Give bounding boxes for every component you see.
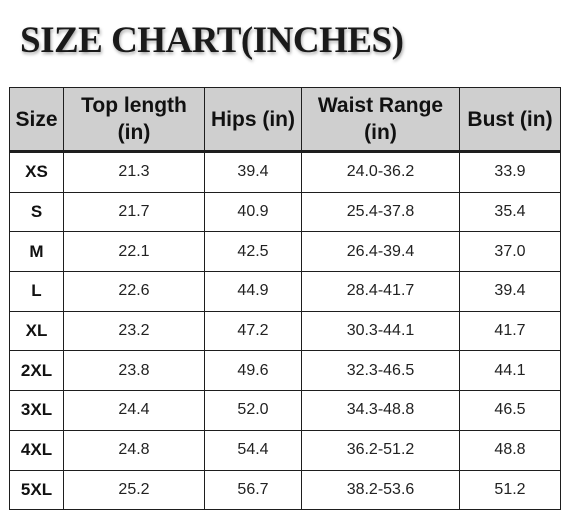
header-waist-range-unit: (in) xyxy=(364,121,397,144)
waist-range-cell: 36.2-51.2 xyxy=(301,429,460,471)
table-body: XS 21.3 39.4 24.0-36.2 33.9 S 21.7 40.9 … xyxy=(9,150,561,511)
top-length-cell: 21.7 xyxy=(63,191,205,233)
waist-range-cell: 28.4-41.7 xyxy=(301,271,460,312)
table-row: 2XL 23.8 49.6 32.3-46.5 44.1 xyxy=(9,350,561,392)
top-length-cell: 24.8 xyxy=(63,429,205,471)
bust-cell: 37.0 xyxy=(459,231,561,273)
size-cell: 4XL xyxy=(9,429,64,471)
size-cell: L xyxy=(9,271,64,312)
bust-cell: 48.8 xyxy=(459,429,561,471)
table-row: XL 23.2 47.2 30.3-44.1 41.7 xyxy=(9,310,561,352)
header-bust-label: Bust (in) xyxy=(467,107,553,131)
top-length-cell: 22.6 xyxy=(63,271,205,312)
size-cell: 3XL xyxy=(9,390,64,431)
top-length-cell: 23.8 xyxy=(63,350,205,392)
top-length-cell: 22.1 xyxy=(63,231,205,273)
table-row: S 21.7 40.9 25.4-37.8 35.4 xyxy=(9,191,561,233)
header-size-label: Size xyxy=(15,107,58,131)
hips-cell: 49.6 xyxy=(204,350,302,392)
bust-cell: 44.1 xyxy=(459,350,561,392)
size-cell: XL xyxy=(9,310,64,352)
table-row: 4XL 24.8 54.4 36.2-51.2 48.8 xyxy=(9,429,561,471)
header-row: Size Top length (in) Hips (in) Waist Ran… xyxy=(9,87,561,152)
header-waist-range: Waist Range (in) xyxy=(301,87,460,152)
header-size: Size xyxy=(9,87,64,152)
top-length-cell: 23.2 xyxy=(63,310,205,352)
waist-range-cell: 32.3-46.5 xyxy=(301,350,460,392)
waist-range-cell: 24.0-36.2 xyxy=(301,150,460,193)
bust-cell: 41.7 xyxy=(459,310,561,352)
table-row: 5XL 25.2 56.7 38.2-53.6 51.2 xyxy=(9,469,561,511)
size-cell: 5XL xyxy=(9,469,64,511)
bust-cell: 46.5 xyxy=(459,390,561,431)
header-hips: Hips (in) xyxy=(204,87,302,152)
bust-cell: 51.2 xyxy=(459,469,561,511)
hips-cell: 54.4 xyxy=(204,429,302,471)
top-length-cell: 21.3 xyxy=(63,150,205,193)
table-row: L 22.6 44.9 28.4-41.7 39.4 xyxy=(9,271,561,312)
table-row: 3XL 24.4 52.0 34.3-48.8 46.5 xyxy=(9,390,561,431)
top-length-cell: 24.4 xyxy=(63,390,205,431)
size-cell: S xyxy=(9,191,64,233)
hips-cell: 47.2 xyxy=(204,310,302,352)
header-hips-label: Hips (in) xyxy=(211,107,295,131)
hips-cell: 56.7 xyxy=(204,469,302,511)
hips-cell: 44.9 xyxy=(204,271,302,312)
size-cell: 2XL xyxy=(9,350,64,392)
header-top-length-label: Top length xyxy=(81,94,187,117)
header-waist-range-label: Waist Range xyxy=(317,94,444,117)
bust-cell: 35.4 xyxy=(459,191,561,233)
waist-range-cell: 30.3-44.1 xyxy=(301,310,460,352)
header-top-length-unit: (in) xyxy=(117,121,151,144)
table-header: Size Top length (in) Hips (in) Waist Ran… xyxy=(9,87,561,152)
header-bust: Bust (in) xyxy=(459,87,561,152)
hips-cell: 39.4 xyxy=(204,150,302,193)
bust-cell: 33.9 xyxy=(459,150,561,193)
header-top-length: Top length (in) xyxy=(63,87,205,152)
hips-cell: 40.9 xyxy=(204,191,302,233)
waist-range-cell: 34.3-48.8 xyxy=(301,390,460,431)
table-row: M 22.1 42.5 26.4-39.4 37.0 xyxy=(9,231,561,273)
hips-cell: 42.5 xyxy=(204,231,302,273)
size-cell: XS xyxy=(9,150,64,193)
size-chart-container: Size Top length (in) Hips (in) Waist Ran… xyxy=(9,87,561,511)
size-cell: M xyxy=(9,231,64,273)
waist-range-cell: 25.4-37.8 xyxy=(301,191,460,233)
top-length-cell: 25.2 xyxy=(63,469,205,511)
waist-range-cell: 26.4-39.4 xyxy=(301,231,460,273)
bust-cell: 39.4 xyxy=(459,271,561,312)
waist-range-cell: 38.2-53.6 xyxy=(301,469,460,511)
size-chart-table: Size Top length (in) Hips (in) Waist Ran… xyxy=(9,87,561,511)
table-row: XS 21.3 39.4 24.0-36.2 33.9 xyxy=(9,150,561,193)
hips-cell: 52.0 xyxy=(204,390,302,431)
page-title: SIZE CHART(INCHES) xyxy=(20,20,404,61)
